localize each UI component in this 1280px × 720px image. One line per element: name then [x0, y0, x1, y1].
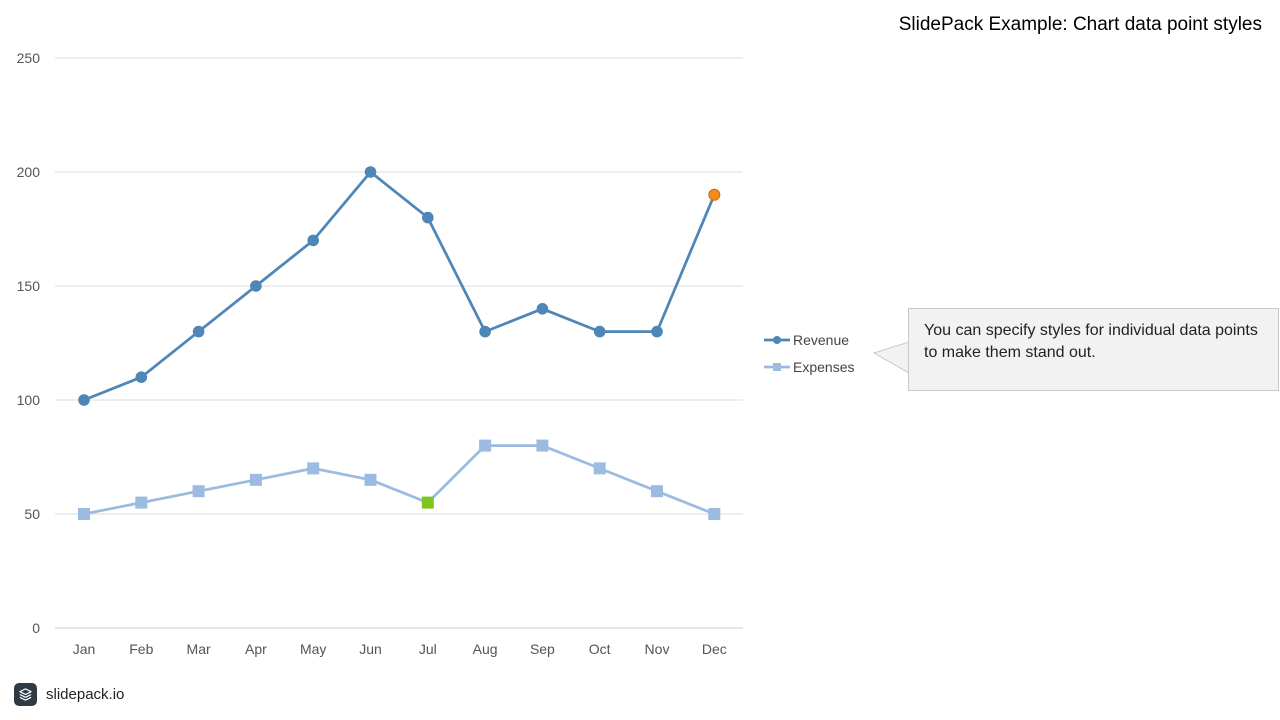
data-point — [479, 325, 491, 338]
legend-label: Revenue — [793, 332, 849, 348]
data-point — [135, 496, 148, 509]
series-line — [83, 444, 715, 516]
gridlines — [55, 57, 743, 629]
series — [78, 166, 721, 520]
data-point — [651, 325, 663, 338]
x-tick-label: Apr — [245, 641, 267, 657]
legend-swatch-marker — [773, 363, 781, 371]
x-tick-label: Mar — [187, 641, 211, 657]
x-axis-tick-labels: Jan Feb Mar Apr May Jun Jul Aug Sep Oct Nov Dec — [73, 641, 727, 657]
data-point — [307, 234, 320, 247]
data-point — [192, 485, 205, 498]
legend-item-revenue: Revenue — [764, 332, 849, 348]
series-line — [83, 170, 716, 402]
data-point — [78, 508, 90, 520]
y-tick-label: 50 — [24, 506, 40, 522]
y-axis-tick-labels: 0 50 100 150 200 250 — [17, 50, 41, 636]
y-tick-label: 150 — [17, 278, 41, 294]
x-tick-label: Dec — [702, 641, 727, 657]
data-point — [651, 485, 663, 498]
data-point — [479, 439, 492, 452]
data-point — [192, 325, 205, 338]
footer-brand: slidepack.io — [14, 683, 124, 706]
data-point — [135, 371, 148, 384]
data-point — [78, 394, 90, 406]
x-tick-label: Jun — [359, 641, 382, 657]
legend-item-expenses: Expenses — [764, 359, 854, 375]
callout-box: You can specify styles for individual da… — [908, 308, 1279, 391]
legend: Revenue Expenses — [764, 332, 854, 375]
x-tick-label: Sep — [530, 641, 555, 657]
x-tick-label: Oct — [589, 641, 611, 657]
data-point — [307, 462, 320, 475]
data-point — [249, 473, 262, 486]
y-tick-label: 100 — [17, 392, 41, 408]
callout-pointer — [872, 341, 910, 374]
data-point — [708, 508, 721, 520]
footer-brand-text: slidepack.io — [46, 686, 125, 703]
data-point — [250, 280, 262, 292]
x-tick-label: Jul — [419, 641, 437, 657]
series-expenses — [78, 439, 721, 520]
data-point — [593, 462, 606, 475]
highlighted-data-point — [708, 188, 721, 201]
y-tick-label: 0 — [32, 620, 40, 636]
data-point — [593, 325, 606, 338]
legend-swatch-marker — [773, 336, 781, 344]
series-revenue — [78, 166, 721, 406]
stacked-layers-icon — [14, 683, 37, 706]
data-point — [364, 473, 377, 486]
y-tick-label: 250 — [17, 50, 41, 66]
slide-title: SlidePack Example: Chart data point styl… — [898, 14, 1262, 35]
legend-label: Expenses — [793, 359, 854, 375]
data-point — [536, 303, 549, 315]
data-point — [536, 439, 549, 452]
data-point — [422, 211, 434, 224]
highlighted-data-point — [421, 496, 434, 509]
y-tick-label: 200 — [17, 164, 41, 180]
x-tick-label: Feb — [129, 641, 153, 657]
x-tick-label: May — [300, 641, 326, 657]
x-tick-label: Jan — [73, 641, 96, 657]
x-tick-label: Nov — [645, 641, 670, 657]
x-tick-label: Aug — [473, 641, 498, 657]
data-point — [364, 166, 377, 178]
